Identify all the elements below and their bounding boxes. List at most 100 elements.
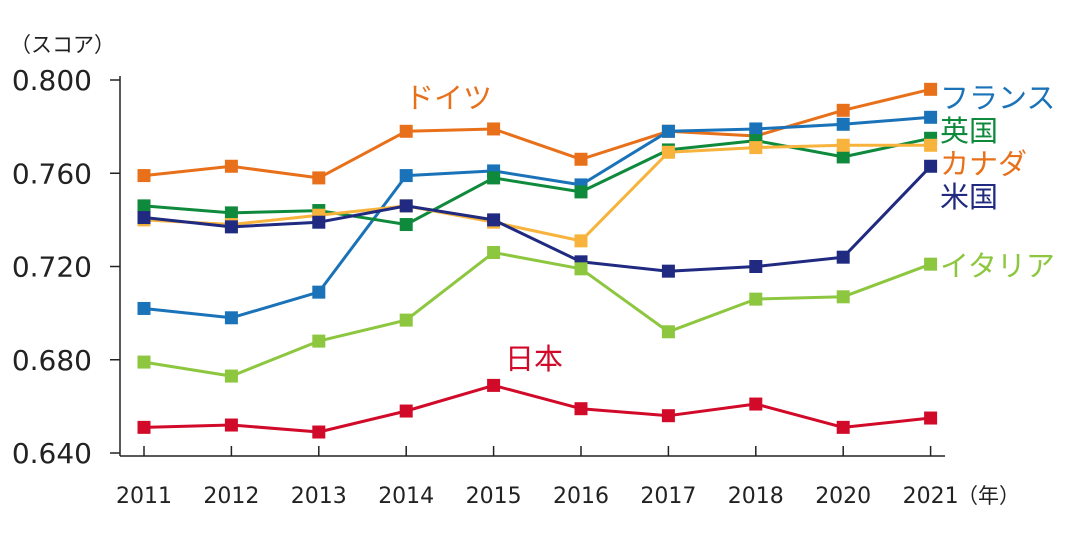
series-5-point: [749, 292, 763, 306]
series-4-point: [487, 213, 501, 227]
series-2-point: [836, 150, 850, 164]
series-5-point: [399, 313, 413, 327]
series-0-group: [137, 82, 938, 185]
series-1-point: [399, 169, 413, 183]
series-3-point: [924, 138, 938, 152]
series-4-name-label: 米国: [940, 180, 998, 214]
series-6-point: [661, 409, 675, 423]
series-0-point: [487, 122, 501, 136]
series-4-point: [661, 264, 675, 278]
series-6-point: [399, 404, 413, 418]
y-unit-label: （スコア）: [10, 33, 115, 57]
series-2-point: [487, 171, 501, 185]
series-1-point: [137, 301, 151, 315]
series-4-point: [924, 159, 938, 173]
y-tick-label: 0.800: [12, 64, 92, 97]
series-0-point: [312, 171, 326, 185]
series-0-line: [143, 87, 931, 180]
series-5-group: [137, 246, 938, 383]
series-1-point: [661, 124, 675, 138]
series-5-point: [661, 325, 675, 339]
x-tick-label: 2012: [203, 484, 259, 509]
series-6-point: [924, 411, 938, 425]
series-2-name-label: 英国: [940, 114, 998, 148]
series-0-point: [399, 124, 413, 138]
series-5-point: [137, 355, 151, 369]
series-3-name-label: カナダ: [940, 147, 1027, 181]
x-ticks-group: 2011 2012 2013 2014 2015 2016 2017 2018 2020 2021: [116, 446, 959, 509]
y-tick-label: 0.720: [12, 251, 92, 284]
series-3-point: [574, 234, 588, 248]
series-5-name-label: イタリア: [940, 249, 1055, 283]
series-0-point: [224, 159, 238, 173]
series-3-group: [137, 138, 938, 248]
series-0-name-label: ドイツ: [405, 81, 492, 115]
series-2-point: [574, 185, 588, 199]
series-1-point: [749, 122, 763, 136]
x-tick-label: 2015: [466, 484, 522, 509]
series-6-point: [574, 402, 588, 416]
series-6-point: [224, 418, 238, 432]
series-4-point: [836, 250, 850, 264]
x-tick-label: 2020: [815, 484, 871, 509]
x-tick-label: 2018: [728, 484, 784, 509]
series-5-point: [574, 262, 588, 276]
y-ticks-group: 0.800 0.760 0.720 0.680 0.640: [12, 64, 120, 470]
series-1-point: [924, 110, 938, 124]
series-3-point: [749, 141, 763, 155]
series-5-line: [143, 251, 932, 378]
series-0-point: [137, 169, 151, 183]
series-4-point: [137, 211, 151, 225]
y-tick-label: 0.640: [12, 437, 92, 470]
series-5-point: [224, 369, 238, 383]
series-6-name-label: 日本: [505, 342, 563, 376]
series-5-point: [836, 290, 850, 304]
series-6-point: [836, 420, 850, 434]
series-0-point: [836, 103, 850, 117]
series-4-line: [143, 165, 932, 273]
series-6-point: [312, 425, 326, 439]
series-2-point: [137, 199, 151, 213]
series-2-group: [137, 131, 938, 232]
series-6-point: [137, 420, 151, 434]
y-tick-label: 0.760: [12, 157, 92, 190]
series-1-point: [312, 285, 326, 299]
series-1-line: [143, 115, 931, 320]
series-2-line: [143, 136, 931, 226]
x-tick-label: 2011: [116, 484, 172, 509]
x-tick-label: 2016: [553, 484, 609, 509]
series-4-point: [312, 215, 326, 229]
series-6-line: [143, 383, 931, 434]
series-3-point: [836, 138, 850, 152]
axes-group: （スコア） （年）: [10, 33, 1020, 508]
series-6-group: [137, 378, 938, 439]
series-4-point: [399, 199, 413, 213]
series-2-point: [399, 218, 413, 232]
series-2-point: [224, 206, 238, 220]
x-tick-label: 2013: [291, 484, 347, 509]
y-tick-label: 0.680: [12, 344, 92, 377]
series-1-point: [836, 117, 850, 131]
x-tick-label: 2021: [903, 484, 959, 509]
series-4-point: [749, 260, 763, 273]
series-5-point: [924, 257, 938, 271]
series-3-line: [143, 143, 931, 243]
x-tick-label: 2017: [640, 484, 696, 509]
series-5-point: [487, 246, 501, 260]
series-3-point: [661, 145, 675, 159]
series-0-point: [574, 152, 588, 166]
series-5-point: [312, 334, 326, 348]
series-0-point: [924, 82, 938, 96]
series-4-point: [224, 220, 238, 234]
series-1-point: [224, 311, 238, 325]
x-unit-label: （年）: [957, 484, 1020, 508]
series-6-point: [487, 378, 501, 392]
series-1-group: [137, 110, 938, 325]
series-group: [137, 82, 938, 439]
x-tick-label: 2014: [378, 484, 434, 509]
series-6-point: [749, 397, 763, 411]
series-1-name-label: フランス: [940, 81, 1055, 115]
